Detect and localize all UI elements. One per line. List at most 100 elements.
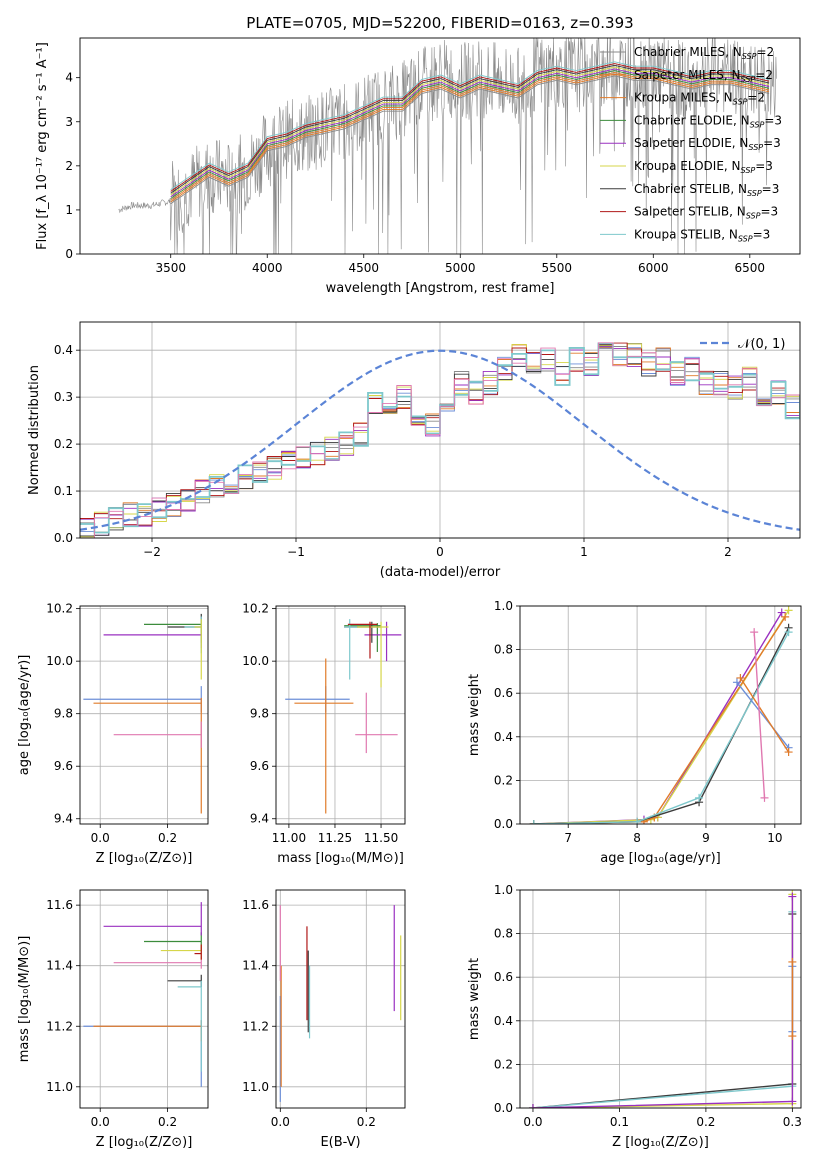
weight-marker	[788, 1032, 797, 1041]
axes-frame	[79, 321, 801, 539]
legend-label: Salpeter STELIB, NSSP=3	[634, 205, 778, 221]
x-tick-label: 4500	[348, 261, 379, 275]
x-tick-label: −2	[143, 545, 161, 559]
model-line	[170, 66, 770, 196]
y-tick-label: 10.2	[242, 602, 269, 616]
y-tick-label: 4	[65, 71, 73, 85]
y-tick-label: 11.2	[46, 1019, 73, 1033]
weight-marker	[777, 608, 786, 617]
x-axis-label: E(B-V)	[320, 1135, 360, 1150]
plot-area	[118, 38, 777, 254]
weight-marker	[736, 673, 745, 682]
x-tick-label: 6500	[735, 261, 766, 275]
y-axis-label: mass weight	[467, 674, 482, 756]
x-axis-label: (data-model)/error	[380, 565, 501, 580]
x-axis-label: Z [log₁₀(Z/Z⊙)]	[612, 1135, 709, 1150]
panel-age-vs-mass: 11.00 11.25 11.50 9.4 9.6 9.8 10.0 10.2 mass [lo…	[242, 602, 406, 866]
plot-area	[80, 342, 800, 538]
panel-mass-vs-ebv: 0.0 0.2 11.0 11.2 11.4 11.6 E(B-V)	[242, 889, 406, 1150]
weight-marker	[784, 606, 793, 615]
x-axis-label: Z [log₁₀(Z/Z⊙)]	[96, 851, 193, 866]
weight-line	[533, 631, 790, 824]
y-tick-label: 0	[65, 247, 73, 261]
y-axis-label: mass weight	[467, 958, 482, 1040]
weight-line	[533, 616, 786, 824]
y-tick-label: 0.8	[494, 927, 513, 941]
weight-line	[532, 911, 794, 1108]
y-tick-label: 3	[65, 115, 73, 129]
y-tick-label: 0.0	[494, 1101, 513, 1115]
legend-label: Chabrier MILES, NSSP=2	[634, 45, 774, 61]
y-tick-label: 0.6	[494, 686, 513, 700]
weight-line	[532, 914, 794, 1108]
chart-panels: 3500 4000 4500 5000 5500 6000 6500 0 1 2 3 4 wavelen…	[17, 37, 802, 1150]
y-tick-label: 1.0	[494, 599, 513, 613]
y-tick-label: 0.3	[54, 390, 73, 404]
model-line	[170, 64, 770, 194]
legend-label: Chabrier STELIB, NSSP=3	[634, 182, 779, 198]
y-tick-label: 9.8	[250, 707, 269, 721]
plot-area	[528, 890, 797, 1108]
weight-marker	[695, 793, 704, 802]
y-tick-label: 0.4	[494, 1014, 513, 1028]
y-tick-label: 9.4	[54, 812, 73, 826]
x-tick-label: 0.0	[91, 831, 110, 845]
axes-frame	[79, 889, 209, 1109]
model-line	[170, 61, 770, 190]
x-tick-label: 0.2	[357, 1115, 376, 1129]
x-tick-label: 2	[724, 545, 732, 559]
axes-frame	[275, 889, 406, 1109]
weight-marker	[788, 957, 797, 966]
x-tick-label: 0.0	[271, 1115, 290, 1129]
legend-label: Chabrier ELODIE, NSSP=3	[634, 113, 782, 129]
weight-marker	[633, 817, 642, 824]
x-tick-label: 0.2	[158, 831, 177, 845]
x-axis-label: Z [log₁₀(Z/Z⊙)]	[96, 1135, 193, 1150]
panel-weight-vs-Z: 0.0 0.1 0.2 0.3 0.0 0.2 0.4 0.6 0.8 1.0 Z [log₁₀(Z…	[467, 883, 802, 1150]
x-tick-label: 0.3	[783, 1115, 802, 1129]
panel-spectrum: 3500 4000 4500 5000 5500 6000 6500 0 1 2 3 4 wavelen…	[35, 37, 801, 296]
histogram-step	[80, 344, 800, 538]
histogram-step	[80, 342, 800, 538]
y-tick-label: 11.4	[46, 959, 73, 973]
x-tick-label: 11.50	[364, 831, 398, 845]
x-tick-label: 0.0	[91, 1115, 110, 1129]
x-axis-label: mass [log₁₀(M/M⊙)]	[277, 851, 404, 866]
legend-label: Salpeter ELODIE, NSSP=3	[634, 136, 781, 152]
axes-frame	[519, 889, 802, 1109]
figure-title: PLATE=0705, MJD=52200, FIBERID=0163, z=0…	[246, 14, 633, 32]
x-tick-label: 11.00	[272, 831, 306, 845]
y-tick-label: 0.0	[54, 531, 73, 545]
y-tick-label: 9.8	[54, 707, 73, 721]
y-tick-label: 11.0	[242, 1080, 269, 1094]
model-line	[170, 71, 770, 201]
model-line	[170, 68, 770, 198]
x-tick-label: 5500	[542, 261, 573, 275]
weight-line	[736, 681, 790, 749]
panel-age-vs-Z: 0.0 0.2 9.4 9.6 9.8 10.0 10.2 Z [log₁₀(Z/Z⊙)] ag…	[17, 602, 209, 866]
y-axis-label: age [log₁₀(age/yr)]	[17, 655, 32, 776]
model-line	[170, 75, 770, 205]
weight-marker	[529, 820, 538, 824]
panel-residuals: −2 −1 0 1 2 0.0 0.1 0.2 0.3 0.4 (data-model)/error…	[27, 321, 801, 580]
weight-marker	[781, 612, 790, 621]
histogram-step	[80, 342, 800, 526]
y-tick-label: 0.4	[494, 730, 513, 744]
y-tick-label: 10.0	[242, 654, 269, 668]
model-line	[170, 70, 770, 199]
y-tick-label: 10.2	[46, 602, 73, 616]
legend-label: Kroupa MILES, NSSP=2	[634, 91, 765, 107]
plot-area	[279, 905, 402, 1102]
x-axis-label: age [log₁₀(age/yr)]	[600, 851, 721, 866]
y-tick-label: 1	[65, 203, 73, 217]
y-tick-label: 1.0	[494, 883, 513, 897]
axes-frame	[79, 37, 801, 255]
y-tick-label: 11.6	[46, 898, 73, 912]
weight-marker	[732, 678, 741, 687]
y-tick-label: 0.2	[54, 437, 73, 451]
plot-area	[83, 613, 202, 814]
y-axis-label: mass [log₁₀(M/M⊙)]	[17, 936, 32, 1063]
y-tick-label: 9.6	[250, 759, 269, 773]
x-tick-label: −1	[287, 545, 305, 559]
legend-label: Kroupa ELODIE, NSSP=3	[634, 159, 773, 175]
